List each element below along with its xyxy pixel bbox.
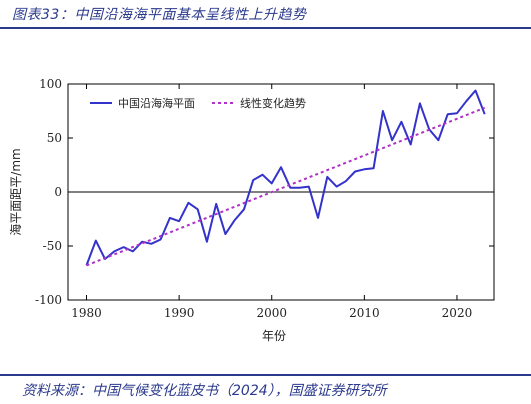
y-tick-label: 0 (54, 185, 62, 199)
figure-source: 资料来源：中国气候变化蓝皮书（2024），国盛证券研究所 (22, 383, 387, 399)
trend-series-line (86, 106, 486, 267)
y-axis-label: 海平面距平/mm (8, 148, 23, 235)
source-rule (0, 374, 531, 376)
legend-sea-level-label: 中国沿海海平面 (118, 96, 195, 110)
sea-level-chart: 1980 1990 2000 2010 2020 -100 -50 0 50 100 中国沿海海平… (8, 77, 495, 343)
y-tick-label: -50 (43, 239, 62, 253)
x-tick-label: 2010 (349, 306, 380, 320)
x-tick-label: 1990 (164, 306, 195, 320)
legend-trend-label: 线性变化趋势 (240, 96, 306, 110)
y-tick-label: 100 (39, 77, 62, 91)
y-tick-label: -100 (35, 293, 62, 307)
x-tick-label: 2020 (442, 306, 473, 320)
title-rule (0, 27, 531, 29)
x-axis-label: 年份 (262, 329, 286, 343)
figure-title: 图表33：中国沿海海平面基本呈线性上升趋势 (12, 7, 307, 23)
sea-level-series-line (85, 89, 486, 266)
x-tick-label: 1980 (71, 306, 102, 320)
x-tick-label: 2000 (256, 306, 287, 320)
y-tick-label: 50 (47, 131, 62, 145)
